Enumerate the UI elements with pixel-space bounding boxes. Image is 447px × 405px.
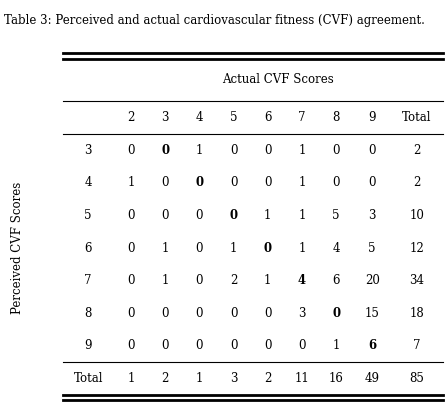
Text: 0: 0 (264, 176, 271, 189)
Text: 0: 0 (127, 144, 135, 157)
Text: 4: 4 (84, 176, 92, 189)
Text: 7: 7 (298, 111, 306, 124)
Text: 0: 0 (368, 176, 376, 189)
Text: 0: 0 (368, 144, 376, 157)
Text: 1: 1 (298, 241, 306, 254)
Text: 0: 0 (230, 339, 237, 352)
Text: 1: 1 (127, 372, 135, 385)
Text: 0: 0 (196, 209, 203, 222)
Text: Actual CVF Scores: Actual CVF Scores (222, 73, 334, 86)
Text: Total: Total (73, 372, 103, 385)
Text: 2: 2 (230, 274, 237, 287)
Text: 1: 1 (230, 241, 237, 254)
Text: 0: 0 (264, 307, 271, 320)
Text: 5: 5 (333, 209, 340, 222)
Text: 85: 85 (409, 372, 424, 385)
Text: 15: 15 (365, 307, 380, 320)
Text: Table 3: Perceived and actual cardiovascular fitness (CVF) agreement.: Table 3: Perceived and actual cardiovasc… (4, 14, 426, 27)
Text: 8: 8 (333, 111, 340, 124)
Text: 0: 0 (264, 144, 271, 157)
Text: 6: 6 (264, 111, 271, 124)
Text: 2: 2 (413, 144, 421, 157)
Text: Total: Total (402, 111, 432, 124)
Text: 2: 2 (264, 372, 271, 385)
Text: 0: 0 (230, 307, 237, 320)
Text: 3: 3 (368, 209, 376, 222)
Text: 0: 0 (264, 339, 271, 352)
Text: 34: 34 (409, 274, 424, 287)
Text: 0: 0 (196, 274, 203, 287)
Text: 0: 0 (332, 307, 340, 320)
Text: 1: 1 (196, 144, 203, 157)
Text: 1: 1 (161, 241, 169, 254)
Text: 3: 3 (230, 372, 237, 385)
Text: 7: 7 (413, 339, 421, 352)
Text: 0: 0 (127, 307, 135, 320)
Text: 1: 1 (264, 274, 271, 287)
Text: 1: 1 (127, 176, 135, 189)
Text: 0: 0 (127, 209, 135, 222)
Text: 0: 0 (230, 144, 237, 157)
Text: 0: 0 (196, 339, 203, 352)
Text: 1: 1 (333, 339, 340, 352)
Text: 49: 49 (365, 372, 380, 385)
Text: 0: 0 (161, 144, 169, 157)
Text: 1: 1 (298, 209, 306, 222)
Text: 0: 0 (161, 209, 169, 222)
Text: 9: 9 (368, 111, 376, 124)
Text: 0: 0 (264, 241, 272, 254)
Text: 6: 6 (368, 339, 376, 352)
Text: 5: 5 (368, 241, 376, 254)
Text: 0: 0 (127, 274, 135, 287)
Text: 5: 5 (84, 209, 92, 222)
Text: Perceived CVF Scores: Perceived CVF Scores (11, 182, 25, 314)
Text: 0: 0 (161, 176, 169, 189)
Text: 11: 11 (295, 372, 309, 385)
Text: 16: 16 (329, 372, 344, 385)
Text: 0: 0 (195, 176, 203, 189)
Text: 7: 7 (84, 274, 92, 287)
Text: 3: 3 (161, 111, 169, 124)
Text: 0: 0 (298, 339, 306, 352)
Text: 1: 1 (264, 209, 271, 222)
Text: 6: 6 (84, 241, 92, 254)
Text: 2: 2 (161, 372, 169, 385)
Text: 0: 0 (127, 339, 135, 352)
Text: 20: 20 (365, 274, 380, 287)
Text: 0: 0 (196, 241, 203, 254)
Text: 1: 1 (161, 274, 169, 287)
Text: 6: 6 (333, 274, 340, 287)
Text: 4: 4 (333, 241, 340, 254)
Text: 2: 2 (127, 111, 135, 124)
Text: 3: 3 (84, 144, 92, 157)
Text: 0: 0 (229, 209, 238, 222)
Text: 0: 0 (230, 176, 237, 189)
Text: 0: 0 (161, 339, 169, 352)
Text: 0: 0 (333, 144, 340, 157)
Text: 2: 2 (413, 176, 421, 189)
Text: 10: 10 (409, 209, 424, 222)
Text: 0: 0 (333, 176, 340, 189)
Text: 4: 4 (298, 274, 306, 287)
Text: 1: 1 (298, 176, 306, 189)
Text: 5: 5 (230, 111, 237, 124)
Text: 1: 1 (196, 372, 203, 385)
Text: 4: 4 (196, 111, 203, 124)
Text: 0: 0 (127, 241, 135, 254)
Text: 1: 1 (298, 144, 306, 157)
Text: 0: 0 (161, 307, 169, 320)
Text: 12: 12 (409, 241, 424, 254)
Text: 9: 9 (84, 339, 92, 352)
Text: 18: 18 (409, 307, 424, 320)
Text: 0: 0 (196, 307, 203, 320)
Text: 3: 3 (298, 307, 306, 320)
Text: 8: 8 (84, 307, 92, 320)
